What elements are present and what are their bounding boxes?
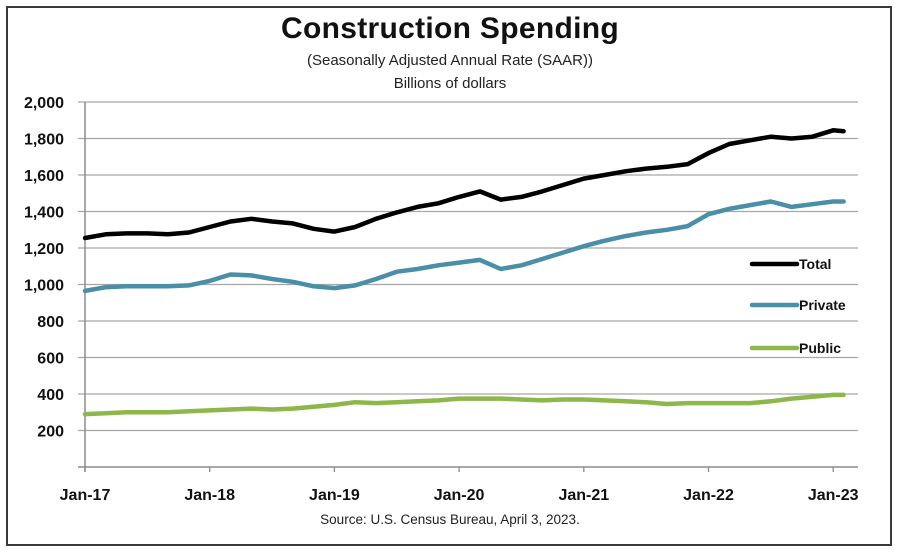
y-tick-label: 1,800	[24, 132, 64, 149]
legend: Total Private Public	[749, 256, 846, 356]
x-tick-label: Jan-17	[60, 487, 111, 504]
x-tick-label: Jan-19	[309, 487, 360, 504]
y-tick-label: 400	[37, 387, 64, 404]
y-tick-labels: 200 400 600 800 1,000 1,200 1,400 1,600 1,800 2,0…	[24, 95, 64, 441]
chart-subtitle: (Seasonally Adjusted Annual Rate (SAAR))	[307, 52, 593, 69]
x-tick-labels: Jan-17 Jan-18 Jan-19 Jan-20 Jan-21 Jan-22 Jan-…	[60, 487, 859, 504]
x-tick-label: Jan-21	[558, 487, 609, 504]
x-tick-label: Jan-18	[184, 487, 235, 504]
y-tick-label: 1,000	[24, 278, 64, 295]
series-line-total	[82, 128, 846, 241]
y-tick-label: 600	[37, 351, 64, 368]
axes	[78, 102, 858, 472]
y-tick-label: 1,200	[24, 241, 64, 258]
y-tick-label: 1,600	[24, 168, 64, 185]
series-lines	[82, 128, 846, 417]
chart-frame	[6, 6, 892, 546]
chart-title: Construction Spending	[281, 12, 619, 45]
legend-label-public: Public	[799, 340, 841, 356]
y-tick-label: 200	[37, 424, 64, 441]
y-tick-label: 2,000	[24, 95, 64, 112]
x-tick-label: Jan-20	[434, 487, 485, 504]
chart-source: Source: U.S. Census Bureau, April 3, 202…	[320, 512, 580, 527]
series-line-private	[82, 199, 846, 294]
x-tick-label: Jan-22	[683, 487, 734, 504]
legend-label-total: Total	[799, 256, 831, 272]
legend-label-private: Private	[799, 297, 846, 313]
y-tick-label: 1,400	[24, 205, 64, 222]
gridlines	[78, 101, 858, 432]
y-tick-label: 800	[37, 314, 64, 331]
chart-units: Billions of dollars	[393, 75, 507, 92]
series-line-public	[82, 392, 846, 417]
x-tick-label: Jan-23	[808, 487, 859, 504]
